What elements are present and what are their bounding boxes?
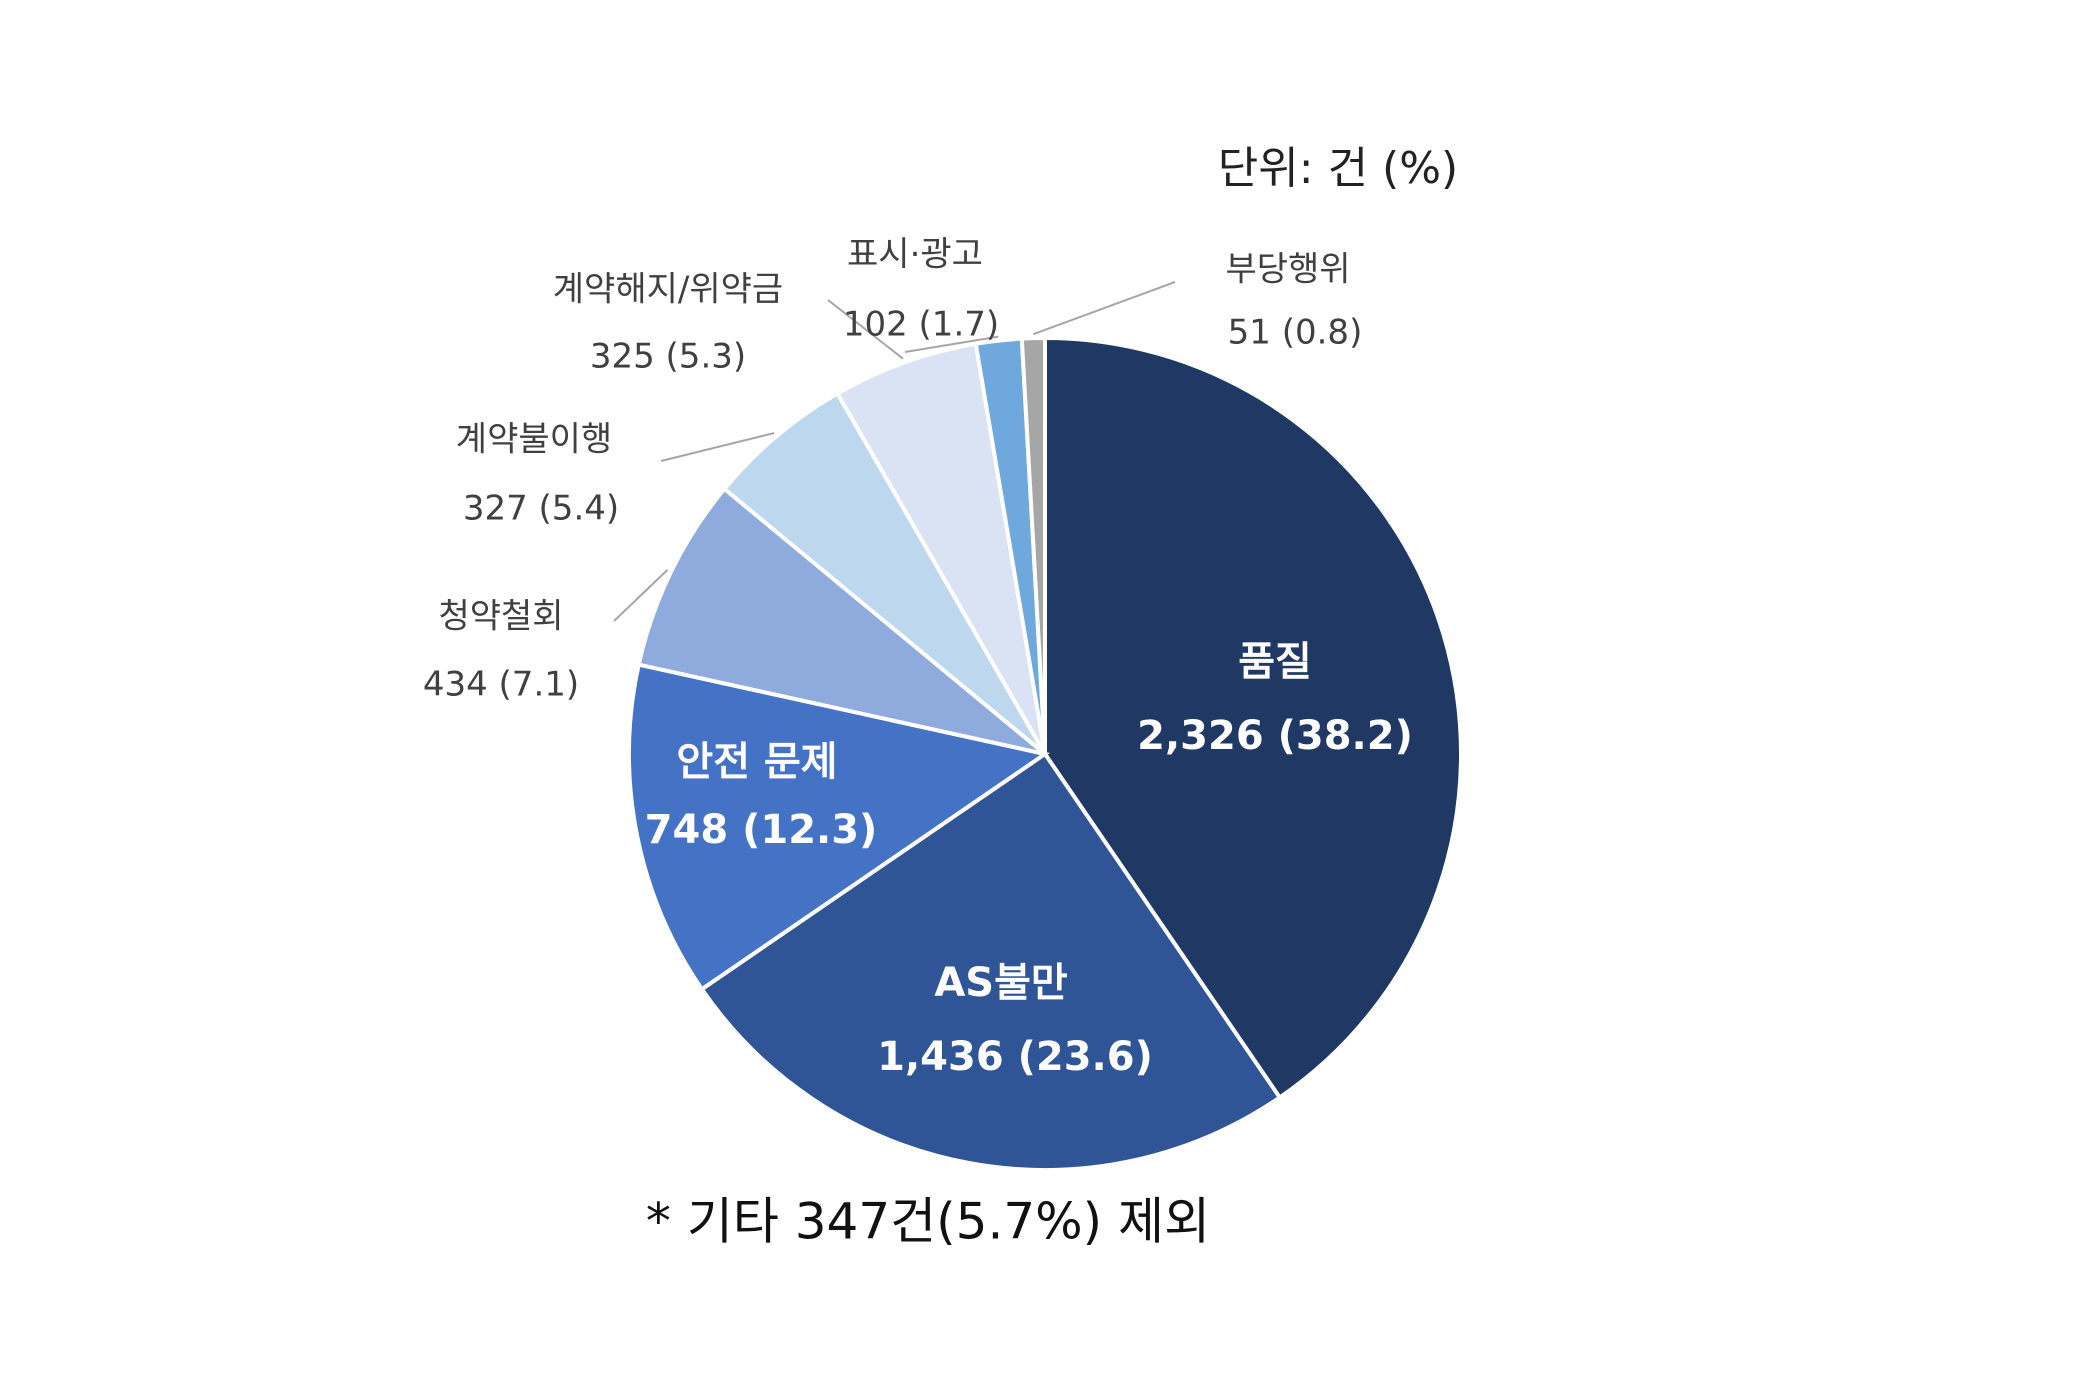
pie-slice bbox=[1019, 335, 1047, 755]
slice-label: 표시·광고 bbox=[847, 235, 983, 275]
leader-line bbox=[827, 299, 904, 360]
slice-label: 부당행위 bbox=[1225, 250, 1350, 290]
value-label: 748 (12.3) bbox=[645, 807, 878, 853]
value-label: 434 (7.1) bbox=[423, 665, 579, 705]
leader-line bbox=[660, 432, 775, 462]
pie-slice bbox=[721, 390, 1047, 756]
leader-line bbox=[613, 569, 669, 622]
value-label: 51 (0.8) bbox=[1228, 313, 1363, 353]
slice-label: 계약불이행 bbox=[456, 420, 612, 460]
pie-slice bbox=[1043, 335, 1464, 1101]
slice-label: AS불만 bbox=[934, 960, 1068, 1006]
leader-line bbox=[1032, 281, 1176, 336]
pie-slice bbox=[834, 341, 1047, 755]
value-label: 102 (1.7) bbox=[843, 305, 999, 345]
value-label: 325 (5.3) bbox=[590, 337, 746, 377]
value-label: 327 (5.4) bbox=[463, 489, 619, 529]
unit-note: 단위: 건 (%) bbox=[1218, 143, 1458, 194]
slice-label: 계약해지/위약금 bbox=[553, 270, 783, 310]
value-label: 2,326 (38.2) bbox=[1137, 713, 1413, 759]
footnote: * 기타 347건(5.7%) 제외 bbox=[646, 1193, 1210, 1251]
slice-label: 품질 bbox=[1238, 639, 1312, 685]
pie-slice bbox=[627, 662, 1050, 992]
pie-slice bbox=[699, 751, 1283, 1173]
value-label: 1,436 (23.6) bbox=[877, 1034, 1153, 1080]
pie-slice bbox=[636, 486, 1047, 756]
leader-line bbox=[904, 335, 999, 353]
slice-label: 청약철회 bbox=[438, 597, 563, 637]
slice-label: 안전 문제 bbox=[676, 739, 837, 785]
